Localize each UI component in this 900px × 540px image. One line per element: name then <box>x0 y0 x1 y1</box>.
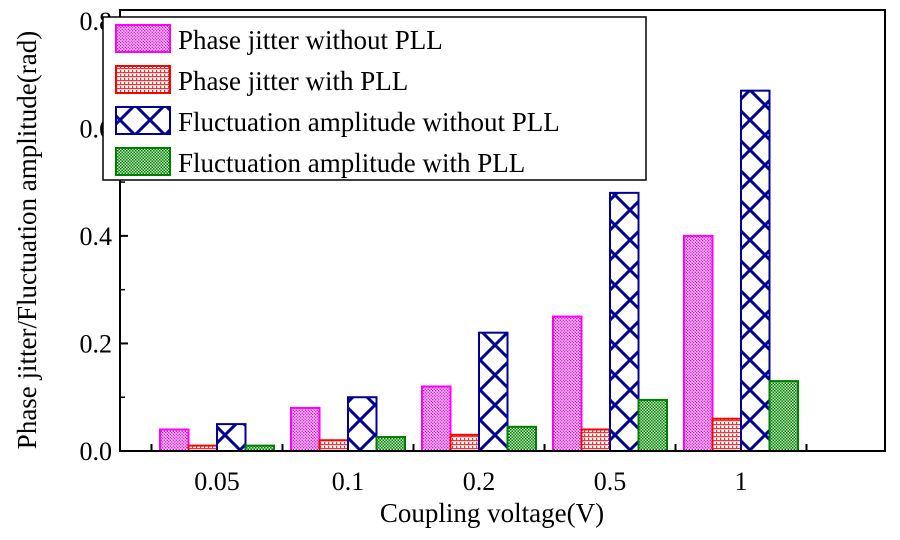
legend-swatch <box>115 65 171 94</box>
bar-0.1-3 <box>347 396 378 452</box>
legend-swatch <box>115 147 171 176</box>
legend-box <box>102 16 647 181</box>
bar-1-3 <box>740 89 771 452</box>
bar-0.1-4 <box>375 436 406 452</box>
bar-0.5-3 <box>609 191 640 452</box>
plot-frame <box>119 9 886 452</box>
bar-0.05-1 <box>159 428 190 452</box>
bar-0.5-4 <box>637 398 668 453</box>
x-tick-label: 0.2 <box>463 467 496 496</box>
y-tick-label: 0.2 <box>80 329 113 358</box>
bar-0.5-2 <box>580 428 611 452</box>
bar-0.2-4 <box>506 425 537 452</box>
x-tick-label: 1 <box>735 467 748 496</box>
x-axis-label: Coupling voltage(V) <box>380 498 604 528</box>
bar-0.1-2 <box>318 439 349 452</box>
bar-0.05-3 <box>216 423 247 452</box>
legend-swatch <box>115 106 171 135</box>
legend-swatch <box>115 24 171 53</box>
legend-label: Fluctuation amplitude with PLL <box>178 148 525 178</box>
bar-0.2-2 <box>449 433 480 452</box>
legend-label: Phase jitter without PLL <box>178 25 443 55</box>
x-tick-label: 0.05 <box>194 467 240 496</box>
bar-1-1 <box>683 234 714 452</box>
bar-0.2-3 <box>478 331 509 452</box>
bar-1-2 <box>711 417 742 453</box>
x-tick-label: 0.5 <box>594 467 627 496</box>
y-axis-label: Phase jitter/Fluctuation amplitude(rad) <box>12 31 42 449</box>
bar-0.1-1 <box>290 406 321 453</box>
legend: Phase jitter without PLL Phase jitter wit… <box>102 16 647 181</box>
x-tick-label: 0.1 <box>332 467 365 496</box>
bar-1-4 <box>768 380 799 452</box>
bar-0.5-1 <box>552 315 583 452</box>
y-tick-label: 0.0 <box>80 437 113 466</box>
y-tick-label: 0.4 <box>80 222 113 251</box>
bar-0.2-1 <box>421 385 452 452</box>
legend-label: Phase jitter with PLL <box>178 66 408 96</box>
legend-label: Fluctuation amplitude without PLL <box>178 107 560 137</box>
